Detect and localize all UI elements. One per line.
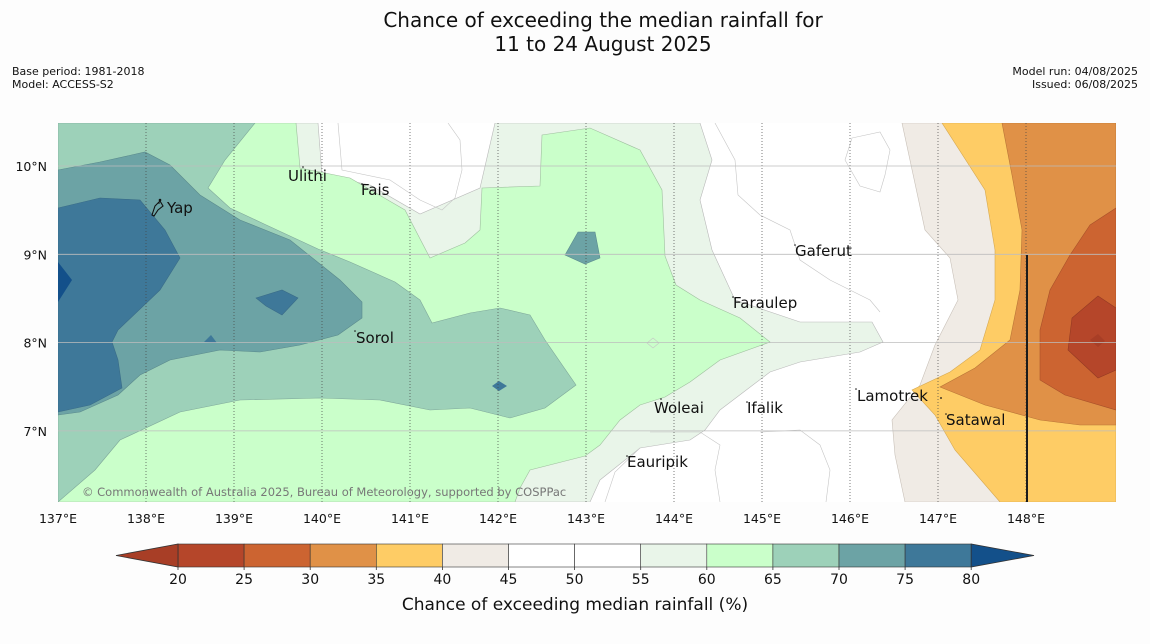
contour-band-75-dot xyxy=(204,335,217,343)
latitude-labels: 10°N 9°N 8°N 7°N xyxy=(15,159,47,439)
colorbar-tick-label: 70 xyxy=(830,572,848,588)
colorbar-cell xyxy=(904,543,972,568)
colorbar-cell xyxy=(375,543,443,568)
colorbar-cell xyxy=(243,543,311,568)
lon-tick-label: 148°E xyxy=(1007,511,1045,526)
map-title: Chance of exceeding the median rainfall … xyxy=(0,8,1150,56)
colorbar-tick-label: 30 xyxy=(301,572,319,588)
colorbar-cell xyxy=(706,543,774,568)
island-label: Satawal xyxy=(946,411,1005,429)
contour-band-75-dot-2 xyxy=(492,381,507,391)
colorbar-cell xyxy=(640,543,708,568)
contour-band-70-patch xyxy=(564,231,601,265)
colorbar-tick-label: 40 xyxy=(433,572,451,588)
colorbar-tick-label: 35 xyxy=(367,572,385,588)
colorbar-cell xyxy=(838,543,906,568)
model-name: Model: ACCESS-S2 xyxy=(12,78,114,91)
colorbar-cell xyxy=(772,543,840,568)
colorbar-tick-label: 80 xyxy=(962,572,980,588)
contour-band-75 xyxy=(58,197,181,413)
lon-tick-label: 141°E xyxy=(391,511,429,526)
lat-tick-label: 10°N xyxy=(15,159,47,174)
island-marker xyxy=(626,455,628,457)
island-labels: Ulithi Fais Yap Gaferut Faraulep Sorol Woleai I… xyxy=(158,166,1005,471)
island-label: Sorol xyxy=(356,329,394,347)
island-marker xyxy=(855,388,857,390)
colorbar-tick-label: 60 xyxy=(698,572,716,588)
contour-band-below-20 xyxy=(1090,334,1105,347)
colorbar-extend-high xyxy=(970,543,1035,568)
colorbar-tick-label: 25 xyxy=(235,572,253,588)
title-line-2: 11 to 24 August 2025 xyxy=(494,32,712,56)
colorbar-tick-label: 50 xyxy=(566,572,584,588)
lon-tick-label: 140°E xyxy=(303,511,341,526)
model-info: Base period: 1981-2018 Model: ACCESS-S2 xyxy=(12,65,144,91)
lon-tick-label: 145°E xyxy=(743,511,781,526)
colorbar-tick-labels: 20 25 30 35 40 45 50 55 60 65 70 75 80 xyxy=(169,567,980,588)
colorbar-tick-label: 65 xyxy=(764,572,782,588)
lon-tick-label: 147°E xyxy=(919,511,957,526)
island-label: Eauripik xyxy=(627,453,688,471)
colorbar-tick-label: 45 xyxy=(500,572,518,588)
yap-island-outline xyxy=(151,200,164,217)
colorbar-tick-label: 75 xyxy=(896,572,914,588)
colorbar-cell xyxy=(574,543,641,568)
issue-info: Model run: 04/08/2025 Issued: 06/08/2025 xyxy=(1012,65,1138,91)
island-label: Faraulep xyxy=(733,294,797,312)
colorbar-cell xyxy=(442,543,509,568)
lat-tick-label: 8°N xyxy=(23,336,47,351)
island-marker xyxy=(940,397,942,399)
contour-band-75-patch xyxy=(255,289,299,316)
island-marker xyxy=(302,166,304,168)
base-period: Base period: 1981-2018 xyxy=(12,65,145,78)
island-marker xyxy=(361,183,363,185)
lat-tick-label: 9°N xyxy=(23,247,47,262)
island-label: Gaferut xyxy=(795,242,852,260)
lon-tick-label: 142°E xyxy=(479,511,517,526)
model-run-date: Model run: 04/08/2025 xyxy=(1012,65,1138,78)
lon-tick-label: 138°E xyxy=(127,511,165,526)
lon-tick-label: 143°E xyxy=(567,511,605,526)
colorbar-cell xyxy=(177,543,245,568)
lon-tick-label: 144°E xyxy=(655,511,693,526)
colorbar-tick-label: 55 xyxy=(632,572,650,588)
island-marker xyxy=(158,202,160,204)
title-line-1: Chance of exceeding the median rainfall … xyxy=(383,8,823,32)
lon-tick-label: 146°E xyxy=(831,511,869,526)
island-marker xyxy=(354,330,356,332)
issued-date: Issued: 06/08/2025 xyxy=(1031,78,1138,91)
colorbar-tick-label: 20 xyxy=(169,572,187,588)
colorbar: 20 25 30 35 40 45 50 55 60 65 70 75 80 Chance of exc… xyxy=(115,543,1035,615)
island-label: Ifalik xyxy=(747,399,783,417)
island-label: Woleai xyxy=(654,399,704,417)
lat-tick-label: 7°N xyxy=(23,424,47,439)
colorbar-label: Chance of exceeding median rainfall (%) xyxy=(402,595,748,615)
lon-tick-label: 139°E xyxy=(215,511,253,526)
island-marker xyxy=(732,296,734,298)
copyright-notice: © Commonwealth of Australia 2025, Bureau… xyxy=(82,485,566,499)
yap-island-islet xyxy=(158,198,162,202)
contour-band-20 xyxy=(1067,295,1116,379)
island-marker xyxy=(794,244,796,246)
colorbar-extend-low xyxy=(115,543,179,568)
colorbar-cell xyxy=(309,543,377,568)
rainfall-field xyxy=(58,123,1116,502)
island-label: Fais xyxy=(361,181,390,199)
island-marker xyxy=(746,401,748,403)
graticule xyxy=(58,123,1116,502)
colorbar-cells xyxy=(177,543,972,568)
contour-band-80 xyxy=(58,262,72,302)
island-label: Lamotrek xyxy=(857,387,928,405)
island-label: Ulithi xyxy=(288,167,327,185)
island-marker xyxy=(660,398,662,400)
lon-tick-label: 137°E xyxy=(39,511,77,526)
colorbar-cell xyxy=(508,543,575,568)
island-label: Yap xyxy=(166,199,193,217)
island-marker xyxy=(945,413,947,415)
longitude-labels: 137°E 138°E 139°E 140°E 141°E 142°E 143°E 144°E… xyxy=(39,511,1045,526)
